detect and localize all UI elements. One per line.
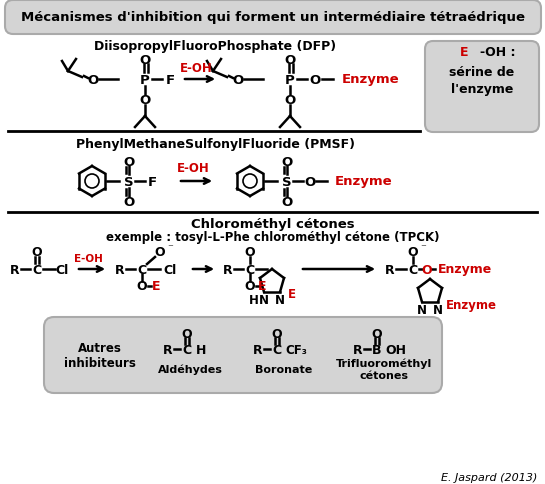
Text: R: R [353, 343, 363, 356]
Text: Enzyme: Enzyme [438, 263, 492, 276]
Text: O: O [372, 327, 382, 340]
Text: E: E [152, 280, 160, 293]
Text: E: E [258, 280, 267, 293]
Text: B: B [372, 343, 381, 356]
Text: Cl: Cl [163, 263, 176, 276]
Text: DiisopropylFluoroPhosphate (DFP): DiisopropylFluoroPhosphate (DFP) [94, 40, 336, 53]
Text: O: O [284, 93, 295, 106]
Text: R: R [385, 263, 395, 276]
Text: O: O [245, 246, 255, 259]
FancyBboxPatch shape [425, 42, 539, 133]
Text: O: O [181, 327, 192, 340]
Text: E. Jaspard (2013): E. Jaspard (2013) [440, 472, 537, 482]
Text: F: F [166, 74, 174, 86]
Text: Chlorométhyl cétones: Chlorométhyl cétones [191, 217, 355, 230]
Text: CF₃: CF₃ [285, 343, 307, 356]
Text: E: E [288, 288, 296, 301]
Text: O: O [137, 280, 147, 293]
Text: O: O [123, 155, 135, 168]
Text: C: C [33, 263, 41, 276]
Text: C: C [272, 343, 282, 356]
Text: l'enzyme: l'enzyme [451, 83, 513, 96]
Text: ⁻: ⁻ [420, 242, 426, 253]
Text: O: O [408, 246, 419, 259]
Text: F: F [148, 175, 156, 188]
Text: E-OH: E-OH [177, 162, 209, 175]
Text: S: S [282, 175, 292, 188]
Text: Enzyme: Enzyme [335, 175, 392, 188]
Text: Enzyme: Enzyme [342, 74, 399, 86]
Text: O: O [123, 195, 135, 208]
Text: O: O [304, 175, 316, 188]
Text: R: R [253, 343, 263, 356]
Text: N: N [259, 294, 269, 307]
Text: PhenylMethaneSulfonylFluoride (PMSF): PhenylMethaneSulfonylFluoride (PMSF) [76, 138, 354, 151]
Text: Boronate: Boronate [256, 364, 313, 374]
FancyBboxPatch shape [44, 318, 442, 393]
Text: -OH :: -OH : [480, 46, 516, 60]
Text: O: O [155, 246, 165, 259]
Text: P: P [285, 74, 295, 86]
Text: C: C [183, 343, 191, 356]
Text: N: N [275, 294, 285, 307]
Text: O: O [32, 246, 43, 259]
Text: R: R [115, 263, 125, 276]
Text: O: O [245, 280, 255, 293]
Text: R: R [223, 263, 233, 276]
Text: Mécanismes d'inhibition qui forment un intermédiaire tétraédrique: Mécanismes d'inhibition qui forment un i… [21, 12, 525, 25]
Text: O: O [232, 74, 244, 86]
Text: O: O [87, 74, 99, 86]
Text: Autres
inhibiteurs: Autres inhibiteurs [64, 341, 136, 369]
Text: Enzyme: Enzyme [446, 298, 497, 311]
Text: E-OH: E-OH [180, 61, 213, 75]
Text: C: C [408, 263, 417, 276]
Text: R: R [163, 343, 173, 356]
Text: C: C [137, 263, 147, 276]
Text: ⁻: ⁻ [167, 242, 173, 253]
Text: O: O [284, 53, 295, 66]
Text: exemple : tosyl-L-Phe chlorométhyl cétone (TPCK): exemple : tosyl-L-Phe chlorométhyl céton… [106, 230, 440, 243]
FancyBboxPatch shape [5, 1, 541, 35]
Text: O: O [140, 93, 150, 106]
Text: P: P [140, 74, 150, 86]
Text: O: O [422, 263, 432, 276]
Text: Cl: Cl [56, 263, 69, 276]
Text: Trifluorométhyl
cétones: Trifluorométhyl cétones [336, 358, 432, 380]
Text: N: N [433, 304, 443, 317]
Text: sérine de: sérine de [450, 65, 514, 78]
Text: H: H [196, 343, 207, 356]
Text: C: C [245, 263, 255, 276]
Text: O: O [281, 195, 293, 208]
Text: H: H [249, 294, 259, 307]
Text: O: O [140, 53, 150, 66]
Text: N: N [417, 304, 427, 317]
Text: S: S [124, 175, 134, 188]
Text: OH: OH [385, 343, 406, 356]
Text: E: E [459, 46, 468, 60]
Text: E-OH: E-OH [74, 254, 102, 263]
Text: O: O [281, 155, 293, 168]
Text: R: R [10, 263, 20, 276]
Text: O: O [272, 327, 282, 340]
Text: O: O [310, 74, 320, 86]
Text: Aldéhydes: Aldéhydes [158, 364, 222, 375]
